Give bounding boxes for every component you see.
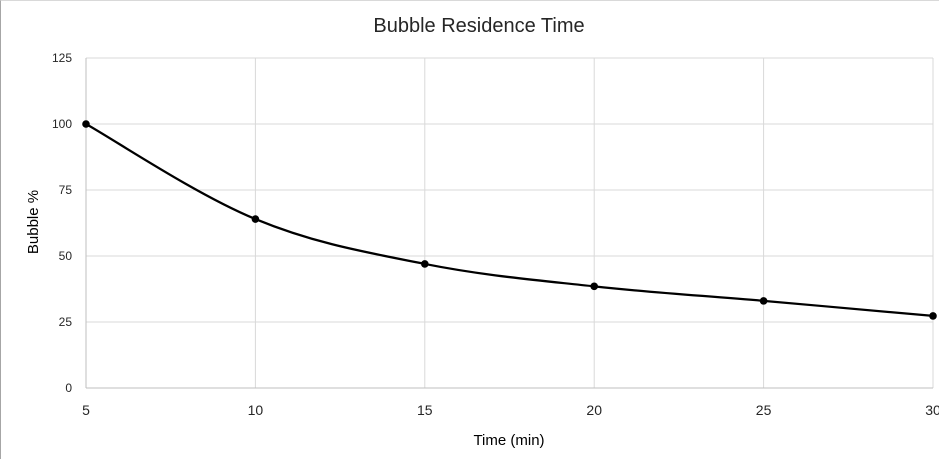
- x-tick-label: 20: [586, 402, 602, 418]
- y-tick-label: 75: [59, 183, 73, 197]
- data-point: [759, 297, 768, 305]
- chart-title: Bubble Residence Time: [373, 15, 584, 37]
- y-tick-label: 25: [59, 315, 73, 329]
- series: [82, 120, 937, 320]
- axes: [85, 58, 933, 389]
- data-point: [421, 260, 429, 268]
- y-tick-label: 100: [52, 117, 72, 131]
- grid: [86, 57, 934, 388]
- x-tick-label: 30: [925, 402, 939, 418]
- y-axis-title: Bubble %: [25, 190, 42, 254]
- tick-labels: 0 25 50 75 100 125 5 10 15 20 25 30: [52, 51, 939, 418]
- x-tick-label: 15: [417, 402, 433, 418]
- y-tick-label: 125: [52, 51, 72, 65]
- y-tick-label: 0: [65, 381, 72, 395]
- x-tick-label: 25: [756, 402, 772, 418]
- data-point: [251, 215, 260, 223]
- x-tick-label: 10: [248, 402, 264, 418]
- data-point: [590, 282, 598, 291]
- x-tick-label: 5: [82, 402, 90, 418]
- data-point: [929, 312, 937, 320]
- y-tick-label: 50: [59, 249, 73, 263]
- series-line: [85, 123, 934, 318]
- data-point: [82, 120, 90, 128]
- x-axis-title: Time (min): [473, 432, 544, 449]
